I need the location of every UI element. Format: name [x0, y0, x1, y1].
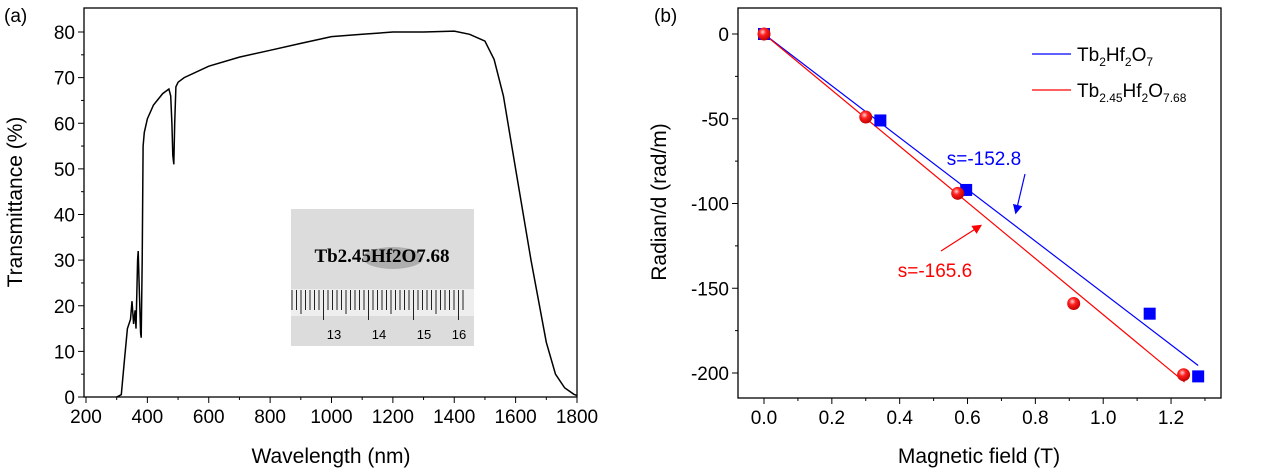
inset-background	[291, 209, 474, 346]
x-tick-label: 0.4	[886, 408, 913, 429]
x-tick-label: 1400	[433, 407, 475, 428]
y-tick-label: 40	[54, 206, 75, 227]
legend-entry-tb245hf2o768: Tb2.45Hf2O7.68	[1077, 81, 1187, 105]
y-tick-label: 0	[64, 388, 75, 409]
x-tick-label: 600	[193, 407, 225, 428]
ruler-label: 16	[452, 327, 466, 342]
data-point-sphere	[1067, 297, 1081, 311]
y-tick-label: 50	[54, 160, 75, 181]
inset-label: Tb2.45Hf2O7.68	[314, 246, 449, 267]
inset-crystal	[363, 247, 423, 269]
panel-a-ylabel: Transmittance (%)	[4, 117, 27, 288]
x-tick-label: 0.6	[954, 408, 980, 429]
inset-photo: Tb2.45Hf2O7.68 13 14 15 16	[291, 209, 474, 346]
x-tick-label: 1600	[494, 407, 536, 428]
data-point-square	[1192, 370, 1205, 383]
panel-b-xlabel: Magnetic field (T)	[898, 445, 1060, 468]
x-tick-label: 800	[254, 407, 286, 428]
legend: Tb2Hf2O7 Tb2.45Hf2O7.68	[1032, 45, 1187, 105]
y-tick-label: -150	[691, 279, 729, 300]
ruler-label: 13	[327, 327, 341, 342]
panel-a-label: (a)	[4, 6, 27, 27]
y-tick-label: 0	[718, 25, 729, 46]
annotation-slope-red: s=-165.6	[898, 261, 972, 282]
y-tick-label: 10	[54, 342, 75, 363]
x-tick-label: 1200	[372, 407, 414, 428]
x-tick-label: 0.0	[751, 408, 777, 429]
data-point-square	[1143, 307, 1156, 320]
y-tick-label: -200	[691, 364, 729, 385]
y-tick-label: 60	[54, 114, 75, 135]
x-tick-label: 1.0	[1090, 408, 1116, 429]
annotation-arrow-blue	[1012, 173, 1026, 215]
legend-entry-tb2hf2o7: Tb2Hf2O7	[1077, 45, 1153, 69]
y-tick-label: -100	[691, 195, 729, 216]
fit-line-blue	[763, 33, 1199, 366]
x-tick-label: 0.2	[819, 408, 845, 429]
panel-b-ylabel: Radian/d (rad/m)	[648, 123, 671, 281]
data-point-sphere	[951, 186, 965, 200]
panel-a-xlabel: Wavelength (nm)	[251, 445, 410, 468]
y-tick-label: 80	[54, 23, 75, 44]
annotation-slope-blue: s=-152.8	[947, 149, 1021, 170]
fit-line-red	[763, 33, 1185, 383]
annotation-arrow-red	[940, 224, 983, 252]
y-tick-label: 20	[54, 297, 75, 318]
x-tick-label: 200	[70, 407, 102, 428]
y-tick-label: -50	[702, 110, 729, 131]
data-point-sphere	[859, 110, 873, 124]
y-tick-label: 30	[54, 251, 75, 272]
x-tick-label: 0.8	[1022, 408, 1048, 429]
panel-a-frame	[83, 7, 578, 398]
x-tick-label: 400	[132, 407, 164, 428]
y-tick-label: 70	[54, 69, 75, 90]
x-tick-label: 1000	[310, 407, 352, 428]
data-point-square	[874, 114, 887, 127]
x-tick-label: 1.2	[1158, 408, 1184, 429]
data-point-sphere	[1177, 368, 1191, 382]
transmittance-line	[116, 30, 578, 398]
ruler-label: 14	[372, 327, 386, 342]
ruler-label: 15	[417, 327, 431, 342]
data-point-sphere	[757, 27, 771, 41]
panel-b-label: (b)	[654, 6, 677, 27]
x-tick-label: 1800	[556, 407, 598, 428]
